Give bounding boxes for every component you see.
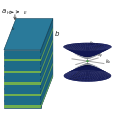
Polygon shape [41,45,53,79]
Polygon shape [4,19,53,50]
Polygon shape [41,57,53,91]
Polygon shape [4,100,41,102]
Text: $E$: $E$ [23,9,28,16]
Polygon shape [41,34,53,67]
Polygon shape [4,53,41,56]
Polygon shape [4,65,41,67]
Text: a: a [2,8,6,14]
Polygon shape [41,28,53,62]
Polygon shape [41,19,53,108]
Polygon shape [4,82,41,85]
Polygon shape [41,51,53,85]
Polygon shape [4,94,41,96]
Polygon shape [41,74,53,108]
Text: b: b [55,31,59,37]
Polygon shape [41,39,53,73]
Polygon shape [41,22,53,56]
Polygon shape [4,76,41,79]
Text: $k$: $k$ [11,25,16,32]
Text: $H$: $H$ [6,9,11,16]
Polygon shape [4,88,41,91]
Polygon shape [4,105,41,108]
Polygon shape [4,59,41,62]
Polygon shape [41,63,53,96]
Polygon shape [4,50,41,108]
Polygon shape [41,68,53,102]
Polygon shape [4,71,41,73]
